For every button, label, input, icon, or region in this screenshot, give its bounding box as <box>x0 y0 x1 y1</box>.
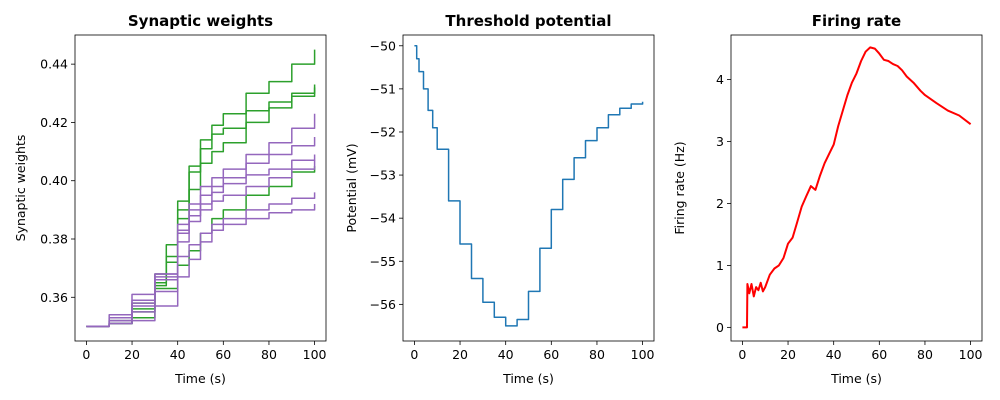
y-tick-label: −54 <box>370 211 396 226</box>
series-line-9 <box>86 192 316 328</box>
y-tick-label: −52 <box>370 124 396 139</box>
axes-frame <box>74 34 327 342</box>
x-tick-label: 100 <box>959 347 983 362</box>
x-tick-label: 0 <box>410 347 418 362</box>
series-line-1 <box>414 45 644 327</box>
y-tick-label: 0.36 <box>40 290 68 305</box>
chart-title: Firing rate <box>812 12 901 30</box>
x-tick-label: 60 <box>871 347 887 362</box>
x-tick-label: 20 <box>452 347 468 362</box>
y-tick-label: −50 <box>370 38 396 53</box>
series-line-10 <box>86 204 316 328</box>
y-tick-label: −56 <box>370 297 396 312</box>
x-tick-label: 40 <box>498 347 514 362</box>
x-tick-label: 80 <box>917 347 933 362</box>
y-tick-label: 0.40 <box>40 173 68 188</box>
y-tick-label: 1 <box>716 258 724 273</box>
y-tick-label: 0.44 <box>40 57 68 72</box>
x-tick-label: 20 <box>780 347 796 362</box>
x-tick-label: 60 <box>215 347 231 362</box>
y-tick-label: 4 <box>716 72 724 87</box>
axes-1: 0 20 40 60 80 100 0.36 0.38 0.40 0.42 0.44 Synaptic… <box>13 12 327 386</box>
y-tick-label: 3 <box>716 134 724 149</box>
y-tick-label: 0.38 <box>40 232 68 247</box>
x-tick-label: 40 <box>170 347 186 362</box>
y-axis-label: Synaptic weights <box>13 135 28 242</box>
y-tick-label: 0.42 <box>40 115 68 130</box>
axes-frame <box>402 34 655 342</box>
x-axis-label: Time (s) <box>502 371 554 386</box>
y-axis-label: Firing rate (Hz) <box>672 141 687 234</box>
x-tick-label: 100 <box>303 347 327 362</box>
x-tick-label: 0 <box>738 347 746 362</box>
chart-title: Synaptic weights <box>128 12 273 30</box>
y-tick-label: −51 <box>370 81 396 96</box>
axes-3: 0 20 40 60 80 100 0 1 2 3 4 Firing rate Time (s) Firi… <box>672 12 983 386</box>
y-axis-label: Potential (mV) <box>344 143 359 232</box>
x-tick-label: 100 <box>631 347 655 362</box>
x-tick-label: 0 <box>82 347 90 362</box>
x-tick-label: 80 <box>589 347 605 362</box>
y-tick-label: 2 <box>716 196 724 211</box>
axes-frame <box>730 34 983 342</box>
y-tick-label: 0 <box>716 320 724 335</box>
x-tick-label: 40 <box>826 347 842 362</box>
axes-2: 0 20 40 60 80 100 −56 −55 −54 −53 −52 −51 −50 Thresho… <box>344 12 655 386</box>
series-line-8 <box>86 160 316 328</box>
x-axis-label: Time (s) <box>174 371 226 386</box>
x-axis-label: Time (s) <box>830 371 882 386</box>
chart-title: Threshold potential <box>445 12 611 30</box>
y-tick-label: −53 <box>370 168 396 183</box>
series-line-1 <box>742 46 972 329</box>
y-tick-label: −55 <box>370 254 396 269</box>
x-tick-label: 60 <box>543 347 559 362</box>
x-tick-label: 20 <box>124 347 140 362</box>
x-tick-label: 80 <box>261 347 277 362</box>
